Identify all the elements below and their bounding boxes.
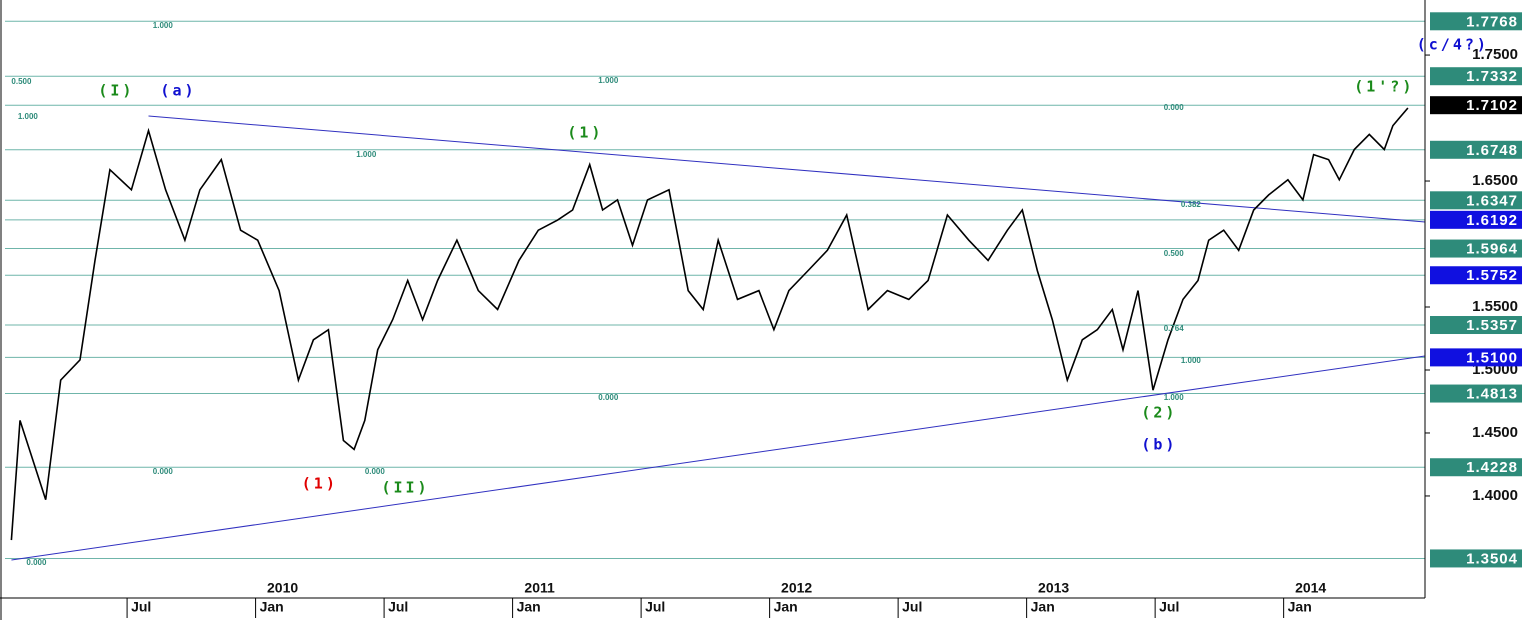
fib-label: 0.500 [1164,249,1185,258]
level-label-bg [1430,239,1522,258]
x-tick-label: Jul [902,599,922,615]
year-label: 2012 [781,580,812,596]
x-tick-label: Jan [517,599,541,615]
level-label-bg [1430,67,1522,86]
level-label-bg [1430,140,1522,159]
y-tick-label: 1.6500 [1472,172,1518,189]
fib-label: 1.000 [598,76,619,85]
fib-label: 0.000 [1164,103,1185,112]
level-label: 1.6347 [1466,192,1518,209]
x-tick-label: Jan [1288,599,1312,615]
level-label-bg [1430,458,1522,477]
fib-label: 1.000 [1181,356,1202,365]
y-tick-label: 1.7500 [1472,46,1518,63]
wave-label: (2) [1141,403,1177,421]
x-tick-label: Jan [1031,599,1055,615]
level-label: 1.5100 [1466,349,1518,366]
x-tick-label: Jul [131,599,151,615]
level-label: 1.7332 [1466,68,1518,85]
level-label-bg [1430,12,1522,31]
x-tick-label: Jul [1159,599,1179,615]
trendline [148,115,1426,223]
fib-label: 0.000 [598,393,619,402]
fib-label: 1.000 [18,112,39,121]
level-label: 1.3504 [1466,550,1518,567]
level-label-bg [1430,266,1522,285]
x-tick-label: Jul [645,599,665,615]
wave-label: (1) [302,474,338,492]
x-tick-label: Jan [774,599,798,615]
fib-label: 0.000 [153,467,174,476]
level-label: 1.4228 [1466,459,1518,476]
level-label-bg [1430,191,1522,210]
fib-label: 1.000 [1164,393,1185,402]
level-label: 1.4813 [1466,386,1518,403]
fib-label: 0.000 [26,558,47,567]
level-label: 1.6192 [1466,212,1518,229]
level-label: 1.7768 [1466,13,1518,30]
wave-label: (b) [1141,435,1177,453]
wave-label: (1) [567,124,603,142]
level-label-bg [1430,549,1522,568]
year-label: 2010 [267,580,298,596]
level-label: 1.7102 [1466,97,1518,114]
level-label: 1.5357 [1466,317,1518,334]
level-label: 1.5964 [1466,241,1518,258]
level-label-bg [1430,96,1522,115]
wave-label: (c/4?) [1417,36,1489,54]
level-label: 1.6748 [1466,142,1518,159]
wave-label: (I) [98,82,134,100]
wave-label: (II) [381,479,429,497]
wave-label: (a) [160,82,196,100]
year-label: 2014 [1295,580,1326,596]
level-label-bg [1430,316,1522,335]
fib-label: 1.000 [356,150,377,159]
y-tick-label: 1.4000 [1472,487,1518,504]
year-label: 2013 [1038,580,1069,596]
year-label: 2011 [524,580,555,596]
y-tick-label: 1.4500 [1472,424,1518,441]
wave-label: (1'?) [1354,78,1414,96]
trendline [11,355,1426,561]
level-label: 1.5752 [1466,267,1518,284]
fib-label: 0.382 [1181,200,1202,209]
x-tick-label: Jul [388,599,408,615]
fib-label: 1.000 [153,21,174,30]
price-line [10,107,1409,541]
y-tick-label: 1.5500 [1472,298,1518,315]
fib-label: 0.764 [1164,324,1185,333]
level-label-bg [1430,348,1522,367]
level-label-bg [1430,210,1522,229]
level-label-bg [1430,384,1522,403]
fib-label: 0.500 [11,77,32,86]
fib-label: 0.000 [365,467,386,476]
x-tick-label: Jan [260,599,284,615]
